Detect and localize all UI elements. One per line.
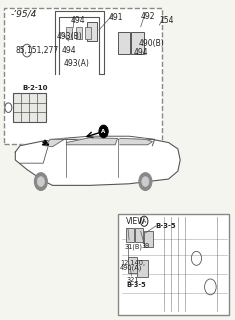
Text: 85,151,277: 85,151,277 [15, 46, 59, 55]
Bar [118, 32, 130, 54]
Text: 493(B): 493(B) [57, 32, 83, 41]
Polygon shape [67, 138, 118, 145]
Circle shape [99, 125, 108, 138]
Circle shape [142, 177, 149, 187]
Text: 490(A): 490(A) [120, 264, 142, 270]
Text: B-3-5: B-3-5 [127, 282, 146, 288]
Bar [67, 27, 72, 39]
Text: 39: 39 [142, 243, 150, 249]
Bar [128, 257, 137, 273]
FancyBboxPatch shape [118, 214, 229, 316]
Text: -’95/4: -’95/4 [11, 9, 37, 18]
Text: B-2-10: B-2-10 [22, 84, 48, 91]
FancyBboxPatch shape [4, 8, 162, 144]
Text: 492: 492 [141, 12, 155, 20]
Text: 493(A): 493(A) [64, 59, 90, 68]
Text: 12,140,: 12,140, [120, 260, 145, 266]
Text: 494: 494 [134, 48, 148, 57]
Bar [13, 93, 46, 122]
Text: 321: 321 [127, 277, 139, 284]
Text: 490(B): 490(B) [138, 39, 164, 48]
Text: 491: 491 [108, 13, 123, 22]
Bar [135, 228, 143, 243]
Text: A: A [142, 219, 146, 224]
Polygon shape [15, 140, 180, 185]
Text: VIEW: VIEW [126, 217, 145, 226]
Circle shape [34, 173, 47, 190]
Circle shape [37, 177, 44, 187]
Text: 31(B): 31(B) [125, 243, 142, 250]
Polygon shape [46, 140, 64, 147]
Bar [131, 32, 144, 54]
Polygon shape [120, 139, 152, 145]
Circle shape [139, 173, 152, 190]
Bar [87, 22, 97, 41]
Bar [137, 260, 148, 277]
Text: 154: 154 [159, 16, 174, 25]
Text: A: A [102, 129, 106, 134]
Text: 494: 494 [62, 46, 76, 55]
Bar [85, 27, 91, 39]
Bar [126, 228, 134, 243]
Text: 494: 494 [71, 16, 86, 25]
Bar [144, 231, 153, 247]
Bar [76, 27, 82, 39]
Text: B-3-5: B-3-5 [156, 223, 176, 229]
